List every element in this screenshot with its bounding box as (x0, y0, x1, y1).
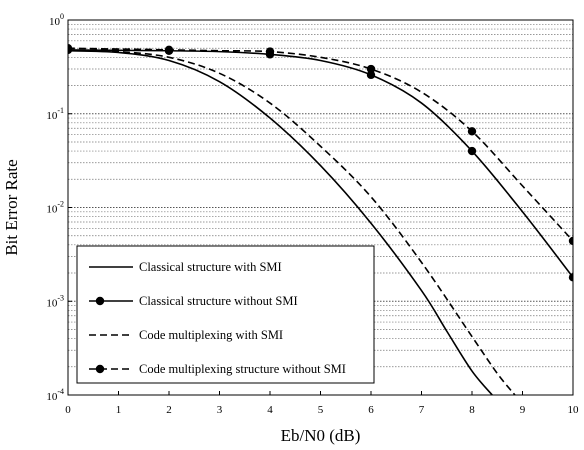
series-marker-4 (265, 47, 275, 56)
legend-label: Code multiplexing with SMI (139, 328, 283, 342)
series-line-1 (68, 49, 493, 395)
y-axis-label: Bit Error Rate (2, 159, 21, 255)
axes: 0 1 2 3 4 5 6 7 8 9 10 100 10-1 10-2 10-3 10-4 (46, 12, 579, 416)
y-tick-label: 10-2 (46, 200, 64, 216)
legend-label: Classical structure without SMI (139, 294, 298, 308)
legend: Classical structure with SMI Classical st… (76, 245, 375, 384)
legend-marker (95, 296, 105, 306)
y-tick-label: 10-3 (46, 293, 64, 309)
series-marker-4 (164, 45, 174, 55)
x-tick-label: 9 (520, 404, 526, 416)
x-axis-label: Eb/N0 (dB) (281, 426, 361, 445)
legend-box (76, 245, 375, 384)
x-tick-label: 1 (116, 404, 122, 416)
series-marker-4 (366, 64, 376, 74)
x-tick-label: 5 (318, 404, 324, 416)
x-tick-label: 3 (217, 404, 223, 416)
series-marker-2 (467, 146, 477, 156)
series-line-2 (68, 49, 573, 278)
series-marker-2 (568, 273, 573, 282)
series-line-4 (68, 47, 573, 242)
y-tick-label: 10-1 (46, 106, 64, 122)
series-marker-4 (467, 127, 477, 136)
series-marker-4 (68, 44, 73, 53)
series-marker-4 (568, 236, 573, 246)
x-tick-label: 2 (166, 404, 172, 416)
series-marker-2 (366, 70, 376, 80)
x-tick-label: 4 (267, 404, 273, 416)
legend-label: Code multiplexing structure without SMI (139, 362, 346, 376)
x-tick-label: 7 (419, 404, 425, 416)
x-tick-label: 6 (368, 404, 374, 416)
y-tick-label: 100 (49, 12, 64, 28)
legend-marker (95, 364, 105, 374)
y-tick-label: 10-4 (46, 387, 64, 403)
x-tick-label: 0 (65, 404, 71, 416)
series-line-3 (68, 49, 516, 395)
series (68, 44, 573, 395)
x-tick-label: 8 (469, 404, 475, 416)
x-tick-label: 10 (568, 404, 580, 416)
legend-label: Classical structure with SMI (139, 260, 282, 274)
